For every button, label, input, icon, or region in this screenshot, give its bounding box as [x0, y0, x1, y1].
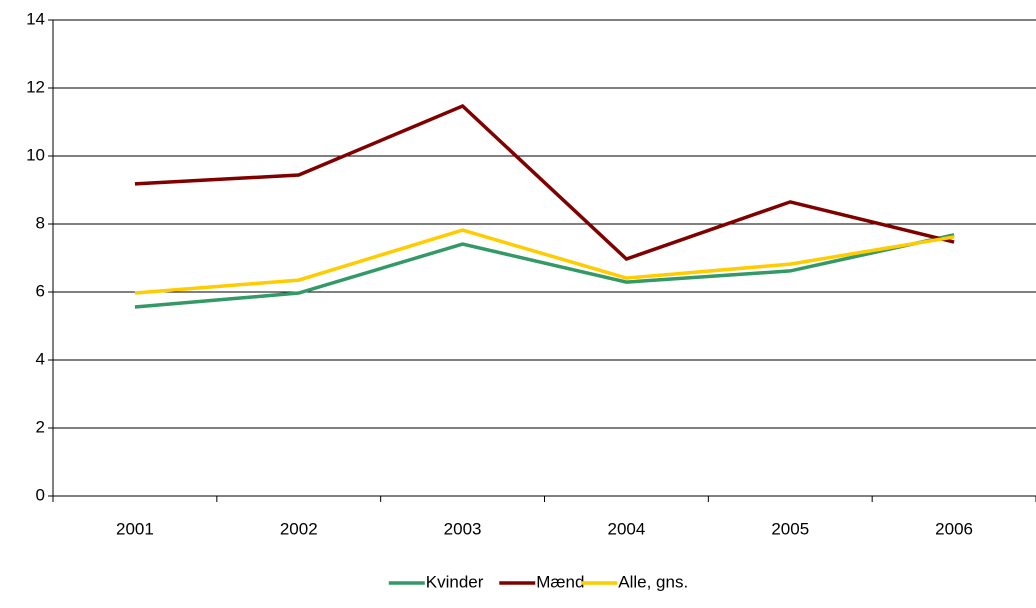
y-tick-label: 8 [36, 213, 45, 232]
x-tick-label: 2001 [116, 519, 154, 538]
x-tick-label: 2006 [935, 519, 973, 538]
legend-label: Alle, gns. [618, 572, 688, 591]
x-tick-label: 2004 [608, 519, 646, 538]
y-tick-label: 6 [36, 281, 45, 300]
y-tick-label: 2 [36, 417, 45, 436]
y-tick-label: 0 [36, 485, 45, 504]
y-tick-label: 10 [26, 145, 45, 164]
x-tick-label: 2003 [444, 519, 482, 538]
series-line [134, 228, 955, 295]
legend-label: Mænd [536, 572, 584, 591]
x-tick-label: 2005 [771, 519, 809, 538]
series-line [134, 233, 955, 309]
x-tick-label: 2002 [280, 519, 318, 538]
y-tick-label: 12 [26, 77, 45, 96]
legend-label: Kvinder [426, 572, 484, 591]
series-line [134, 103, 955, 262]
y-tick-label: 4 [36, 349, 45, 368]
y-tick-label: 14 [26, 9, 45, 28]
